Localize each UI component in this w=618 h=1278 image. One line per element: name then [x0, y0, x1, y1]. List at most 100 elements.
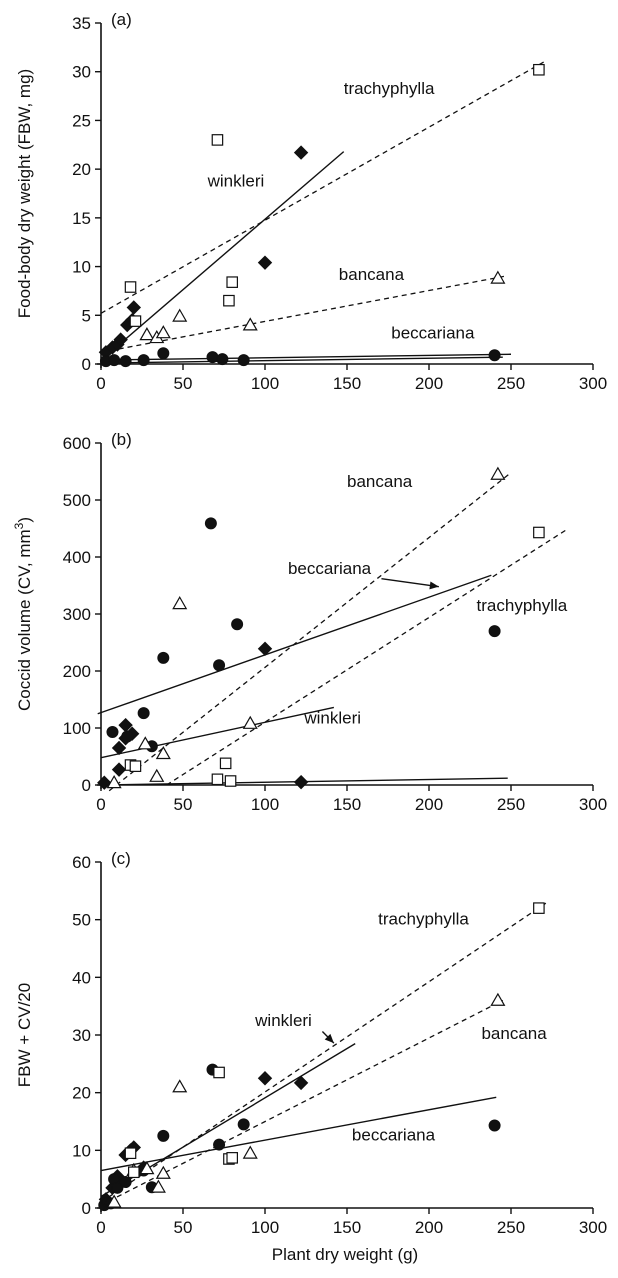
- data-point-trachyphylla: [533, 902, 545, 914]
- y-tick-label: 0: [82, 1199, 91, 1218]
- x-tick-label: 200: [415, 1218, 443, 1237]
- fit-line-beccariana: [97, 574, 492, 715]
- data-point-winkleri: [257, 641, 273, 656]
- data-point-bancana: [490, 270, 506, 284]
- series-label-trachyphylla: trachyphylla: [344, 79, 435, 98]
- x-axis-title: Plant dry weight (g): [272, 1245, 418, 1264]
- y-tick-label: 20: [72, 1084, 91, 1103]
- y-tick-label: 10: [72, 258, 91, 277]
- y-tick-label: 10: [72, 1141, 91, 1160]
- x-tick-label: 0: [96, 795, 105, 814]
- data-point-beccariana: [157, 347, 170, 360]
- data-point-beccariana: [231, 618, 244, 631]
- data-point-winkleri: [293, 145, 309, 160]
- data-point-beccariana: [213, 1138, 226, 1151]
- x-tick-label: 300: [579, 795, 607, 814]
- data-point-bancana: [155, 325, 171, 339]
- data-point-beccariana: [157, 1129, 170, 1142]
- panel-label: (a): [111, 10, 132, 29]
- data-point-bancana: [150, 1179, 166, 1193]
- y-axis-title: FBW + CV/20: [15, 983, 34, 1087]
- data-point-bancana: [172, 308, 188, 322]
- data-point-trachyphylla: [226, 1152, 238, 1164]
- x-tick-label: 200: [415, 795, 443, 814]
- data-point-bancana: [242, 1145, 258, 1159]
- data-point-trachyphylla: [219, 757, 232, 770]
- data-point-bancana: [149, 768, 165, 782]
- data-point-winkleri: [293, 1075, 309, 1091]
- data-point-winkleri: [257, 1071, 273, 1086]
- arrow-head: [429, 581, 439, 590]
- series-label-beccariana: beccariana: [352, 1126, 436, 1145]
- data-point-trachyphylla: [129, 315, 142, 327]
- x-tick-label: 50: [174, 374, 193, 393]
- data-point-trachyphylla: [533, 63, 545, 76]
- data-point-bancana: [155, 1165, 171, 1179]
- annotation-arrow: [381, 577, 439, 588]
- x-tick-label: 300: [579, 1218, 607, 1237]
- data-point-beccariana: [488, 1119, 501, 1132]
- y-tick-label: 30: [72, 1026, 91, 1045]
- data-point-trachyphylla: [124, 281, 137, 293]
- data-point-bancana: [137, 736, 153, 750]
- fit-line-beccariana: [100, 353, 512, 361]
- panel-a: 0 5 10 15 20 25 30 35 0 50 100 150 200 250 300 (a) Food-…: [15, 10, 607, 393]
- data-point-trachyphylla: [211, 773, 224, 786]
- data-point-bancana: [106, 775, 122, 789]
- y-tick-label: 35: [72, 14, 91, 33]
- x-tick-label: 150: [333, 374, 361, 393]
- y-tick-label: 5: [82, 306, 91, 325]
- fit-line-trachyphylla: [100, 901, 548, 1203]
- data-point-winkleri: [113, 332, 128, 347]
- data-point-beccariana: [157, 651, 170, 664]
- x-tick-label: 50: [174, 795, 193, 814]
- fit-line-bancana: [108, 472, 512, 792]
- data-point-bancana: [106, 1194, 122, 1208]
- data-point-beccariana: [119, 1176, 132, 1189]
- y-axis-title: Coccid volume (CV, mm3): [12, 517, 34, 711]
- data-point-beccariana: [106, 725, 119, 738]
- x-tick-label: 0: [96, 374, 105, 393]
- data-point-beccariana: [488, 349, 501, 362]
- data-point-bancana: [490, 466, 506, 480]
- data-point-beccariana: [108, 354, 121, 367]
- data-point-trachyphylla: [128, 1166, 140, 1179]
- data-point-beccariana: [213, 659, 226, 672]
- panel-c: 0 10 20 30 40 50 60 0 50 100 150 200 250 300 (c) FBW + …: [15, 849, 607, 1264]
- y-tick-label: 400: [63, 548, 91, 567]
- x-tick-label: 250: [497, 374, 525, 393]
- y-tick-label: 200: [63, 662, 91, 681]
- series-label-trachyphylla: trachyphylla: [477, 596, 568, 615]
- data-point-beccariana: [488, 625, 501, 638]
- y-tick-label: 15: [72, 209, 91, 228]
- x-tick-label: 100: [251, 374, 279, 393]
- data-point-trachyphylla: [226, 276, 238, 288]
- y-axis-title: Food-body dry weight (FBW, mg): [15, 69, 34, 318]
- series-label-winkleri: winkleri: [303, 708, 361, 727]
- y-tick-label: 100: [63, 719, 91, 738]
- data-point-bancana: [139, 327, 155, 341]
- series-label-winkleri: winkleri: [207, 172, 265, 191]
- data-point-winkleri: [111, 762, 127, 777]
- data-point-winkleri: [111, 740, 127, 756]
- x-tick-label: 0: [96, 1218, 105, 1237]
- y-tick-label: 20: [72, 160, 91, 179]
- arrow-head: [324, 1033, 334, 1044]
- data-point-beccariana: [216, 353, 229, 366]
- data-point-winkleri: [126, 300, 142, 315]
- x-tick-label: 200: [415, 374, 443, 393]
- x-tick-label: 250: [497, 795, 525, 814]
- y-tick-label: 500: [63, 491, 91, 510]
- data-point-trachyphylla: [129, 760, 142, 772]
- data-point-winkleri: [293, 774, 309, 790]
- fit-line-baseline: [100, 356, 503, 364]
- series-label-bancana: bancana: [347, 472, 413, 491]
- series-label-winkleri: winkleri: [254, 1011, 312, 1030]
- data-point-beccariana: [137, 707, 150, 720]
- data-point-bancana: [155, 745, 171, 760]
- data-point-winkleri: [97, 775, 112, 790]
- data-point-beccariana: [121, 730, 134, 743]
- data-point-trachyphylla: [224, 775, 237, 787]
- panel-label: (b): [111, 430, 132, 449]
